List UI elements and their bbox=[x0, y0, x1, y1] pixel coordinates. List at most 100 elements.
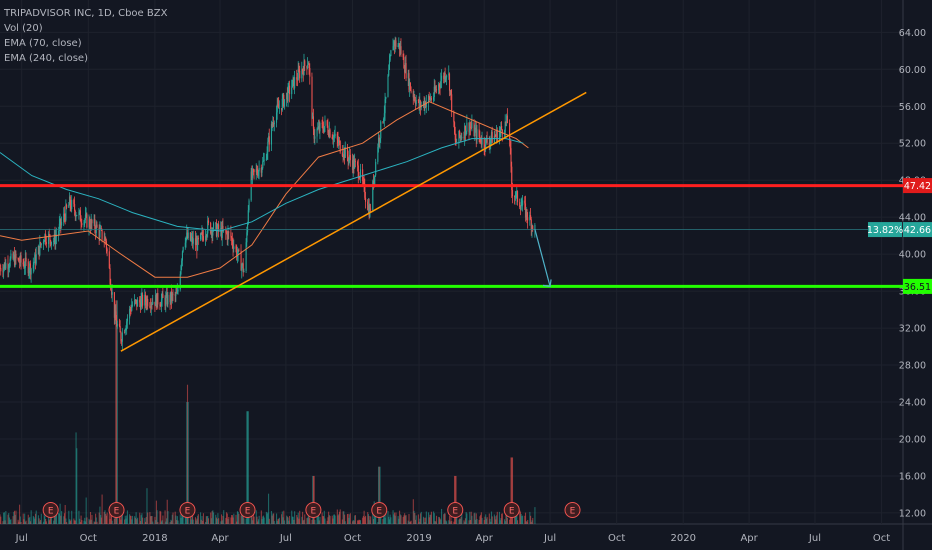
candle-body bbox=[450, 90, 452, 95]
volume-bar bbox=[354, 515, 356, 524]
volume-bar bbox=[111, 520, 113, 524]
volume-bar bbox=[392, 510, 394, 524]
candle-body bbox=[409, 82, 411, 91]
volume-bar bbox=[282, 517, 284, 524]
candle-body bbox=[455, 140, 457, 143]
volume-bar bbox=[84, 521, 87, 524]
candle-body bbox=[399, 43, 401, 50]
time-axis[interactable]: Jul Oct 2018 Apr Jul Oct 2019 Apr Jul Oct 2020 Apr J… bbox=[15, 0, 891, 544]
candle-body bbox=[242, 263, 244, 273]
volume-bar bbox=[0, 516, 2, 524]
volume-bar bbox=[470, 511, 472, 524]
volume-bar bbox=[151, 516, 153, 524]
candle-body bbox=[441, 75, 443, 81]
candle-body bbox=[429, 97, 431, 101]
candle-body bbox=[435, 89, 437, 92]
candle-body bbox=[304, 60, 306, 67]
volume-bar bbox=[527, 519, 529, 524]
candle-body bbox=[475, 127, 477, 140]
candle-body bbox=[186, 232, 188, 237]
candle-body bbox=[379, 138, 381, 142]
candle-body bbox=[438, 84, 440, 91]
volume-bar bbox=[370, 516, 372, 524]
volume-bar bbox=[53, 512, 55, 524]
volume-bar bbox=[434, 520, 436, 524]
candle-body bbox=[375, 161, 377, 176]
volume-bar bbox=[464, 521, 466, 524]
volume-bar bbox=[197, 514, 199, 524]
candle-body bbox=[529, 215, 531, 221]
candle-body bbox=[327, 125, 329, 133]
volume-bar bbox=[408, 514, 410, 524]
candle-body bbox=[463, 136, 465, 139]
candle-body bbox=[205, 235, 207, 241]
candle-body bbox=[212, 230, 214, 236]
candle-body bbox=[354, 161, 356, 163]
candle-body bbox=[329, 129, 331, 137]
volume-bar bbox=[91, 514, 93, 524]
volume-bar bbox=[85, 497, 87, 524]
volume-bar bbox=[48, 520, 50, 524]
volume-bar bbox=[63, 513, 66, 524]
legend-symbol[interactable]: TRIPADVISOR INC, 1D, Cboe BZX bbox=[4, 8, 168, 19]
candle-body bbox=[23, 264, 25, 268]
volume-bar bbox=[256, 516, 258, 524]
volume-bar bbox=[99, 506, 101, 524]
candle-body bbox=[417, 100, 419, 101]
drawings[interactable]: 47.42 36.51 13.82% 42.66 bbox=[0, 91, 932, 352]
volume-bar bbox=[294, 511, 296, 524]
volume-bar bbox=[404, 515, 406, 524]
candle-body bbox=[60, 218, 62, 226]
earnings-marker-label: E bbox=[48, 507, 54, 517]
volume-bar bbox=[293, 519, 295, 524]
volume-bar bbox=[490, 511, 493, 524]
legend-volume[interactable]: Vol (20) bbox=[4, 23, 43, 34]
volume-bar bbox=[448, 515, 451, 524]
time-tick-label: 2019 bbox=[406, 533, 431, 544]
candle-body bbox=[271, 123, 273, 127]
legend-ema-70[interactable]: EMA (70, close) bbox=[4, 38, 82, 49]
legend-ema-240[interactable]: EMA (240, close) bbox=[4, 53, 88, 64]
candle-body bbox=[228, 231, 230, 233]
volume-bar bbox=[297, 512, 299, 524]
volume-bar bbox=[190, 519, 192, 524]
volume-bar bbox=[271, 515, 273, 524]
volume-bar bbox=[262, 516, 264, 524]
volume-bar bbox=[205, 516, 207, 524]
volume-bar bbox=[266, 513, 268, 524]
candle-body bbox=[40, 242, 42, 246]
volume-bar bbox=[519, 511, 521, 524]
candle-body bbox=[194, 238, 197, 245]
candle-body bbox=[111, 292, 113, 295]
volume-bar bbox=[181, 515, 183, 524]
candle-body bbox=[433, 97, 435, 100]
candle-body bbox=[226, 233, 228, 240]
volume-bar bbox=[150, 516, 152, 524]
volume-bar bbox=[372, 519, 375, 524]
candle-body bbox=[278, 108, 280, 109]
volume-bar bbox=[397, 516, 399, 524]
candle-body bbox=[34, 254, 37, 264]
volume-bar bbox=[465, 512, 467, 524]
candle-body bbox=[407, 73, 409, 79]
volume-bar bbox=[337, 515, 339, 524]
volume-bar bbox=[308, 511, 310, 524]
volume-bar bbox=[304, 514, 306, 524]
candle-body bbox=[527, 217, 529, 221]
volume-bar bbox=[50, 516, 52, 524]
volume-bar bbox=[136, 519, 138, 524]
candle-body bbox=[241, 263, 244, 266]
candle-body bbox=[332, 138, 334, 141]
volume-bar bbox=[349, 513, 351, 524]
candle-body bbox=[283, 99, 286, 107]
volume-bar bbox=[141, 513, 143, 524]
candle-body bbox=[98, 227, 100, 238]
volume-bar bbox=[516, 512, 518, 524]
volume-bar bbox=[313, 475, 315, 524]
candle-body bbox=[241, 265, 243, 271]
candle-body bbox=[281, 108, 283, 111]
candle-body bbox=[318, 126, 320, 132]
candle-body bbox=[469, 126, 472, 128]
